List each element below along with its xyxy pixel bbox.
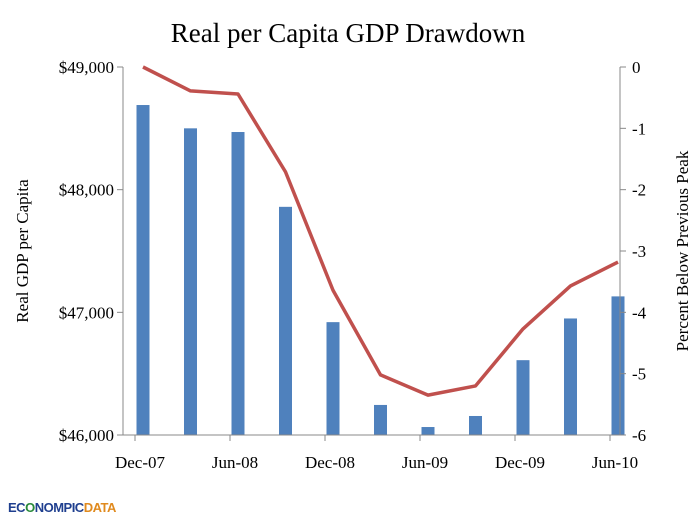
y-axis-label: Real GDP per Capita: [13, 179, 32, 323]
x-tick-label: Jun-08: [212, 453, 258, 472]
y2-tick-label: -6: [632, 426, 646, 445]
bar: [279, 206, 292, 435]
bar: [469, 415, 482, 435]
y-tick-label: $48,000: [59, 181, 114, 200]
x-tick-label: Dec-08: [305, 453, 355, 472]
y-tick-label: $49,000: [59, 58, 114, 77]
bar: [326, 322, 340, 435]
x-tick-label: Dec-07: [115, 453, 166, 472]
x-tick-label: Jun-10: [592, 453, 638, 472]
y2-tick-label: -1: [632, 119, 646, 138]
bar: [421, 427, 435, 435]
x-tick-label: Jun-09: [402, 453, 448, 472]
x-tick-label: Dec-09: [495, 453, 545, 472]
y2-tick-label: -3: [632, 242, 646, 261]
bar: [184, 128, 197, 436]
economicdata-logo: ECONOMPICDATA: [8, 500, 116, 515]
bar: [611, 296, 625, 435]
drawdown-line: [142, 65, 619, 397]
y2-tick-label: -5: [632, 365, 646, 384]
bar: [516, 360, 530, 435]
y2-tick-label: -4: [632, 303, 647, 322]
bar: [564, 318, 577, 435]
y-tick-label: $46,000: [59, 426, 114, 445]
y2-axis-label: Percent Below Previous Peak: [673, 150, 692, 351]
y2-tick-label: -2: [632, 181, 646, 200]
bar: [374, 404, 387, 435]
y2-tick-label: 0: [632, 58, 641, 77]
chart-svg: Real per Capita GDP Drawdown Real GDP pe…: [13, 18, 692, 472]
bar: [231, 132, 245, 435]
y-tick-label: $47,000: [59, 303, 114, 322]
bar: [136, 105, 150, 435]
chart-title: Real per Capita GDP Drawdown: [171, 18, 526, 48]
